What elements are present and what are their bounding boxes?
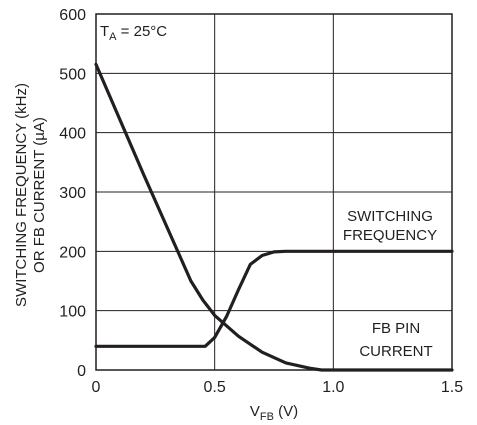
y-tick-label: 600 xyxy=(59,7,86,24)
y-tick-label: 400 xyxy=(59,126,86,143)
plot-frame xyxy=(95,13,453,371)
annotation-fb-pin-current: FB PIN CURRENT xyxy=(359,320,432,360)
y-axis-label-line: SWITCHING FREQUENCY (kHz) xyxy=(13,83,30,307)
annotation-switching-frequency: SWITCHING FREQUENCY xyxy=(343,208,437,244)
x-tick-label: 1.5 xyxy=(441,379,463,396)
tick-labels: 0 100 200 300 400 500 600 0 0.5 1.0 1.5 xyxy=(59,7,463,396)
y-axis-label-line: OR FB CURRENT (µA) xyxy=(31,117,48,273)
y-tick-label: 300 xyxy=(59,185,86,202)
series-line-switching-frequency xyxy=(94,249,454,348)
x-tick-label: 0 xyxy=(92,379,101,396)
annotation-line: CURRENT xyxy=(359,343,432,360)
series-layer xyxy=(94,62,454,372)
annotation-line: FB PIN xyxy=(372,320,420,337)
x-axis-label: VFB (V) xyxy=(250,403,298,423)
y-tick-label: 200 xyxy=(59,244,86,261)
annotation-line: FREQUENCY xyxy=(343,227,437,244)
y-tick-label: 0 xyxy=(77,363,86,380)
y-tick-label: 500 xyxy=(59,66,86,83)
grid xyxy=(96,14,452,370)
series-line-fb-pin-current xyxy=(94,62,454,372)
x-tick-label: 0.5 xyxy=(204,379,226,396)
x-tick-label: 1.0 xyxy=(322,379,344,396)
y-axis-label: SWITCHING FREQUENCY (kHz) OR FB CURRENT … xyxy=(13,83,48,307)
y-tick-label: 100 xyxy=(59,304,86,321)
annotation-line: SWITCHING xyxy=(347,208,433,225)
condition-label: TA = 25°C xyxy=(100,23,167,43)
